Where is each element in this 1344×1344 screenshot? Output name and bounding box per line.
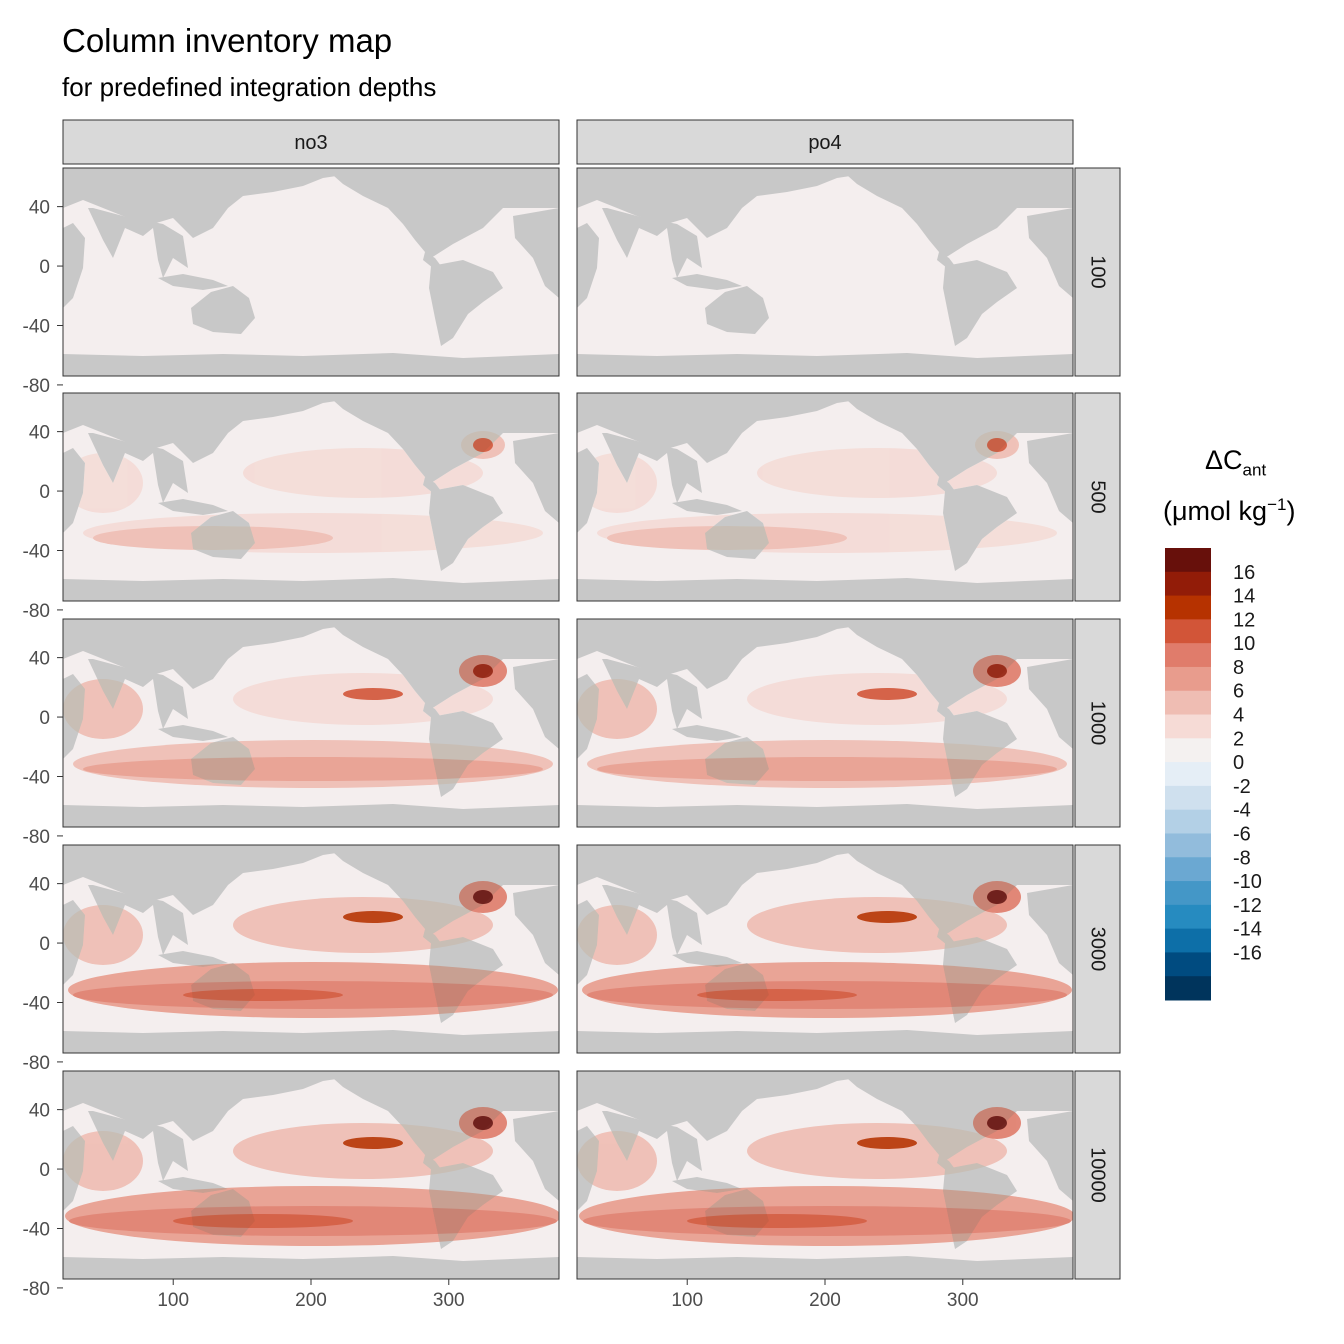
- y-tick-label: -80: [23, 1053, 50, 1074]
- y-tick-label: -80: [23, 827, 50, 848]
- y-tick-label: 0: [39, 1160, 50, 1181]
- column-strip-po4: [576, 119, 1074, 165]
- x-tick-label: 100: [157, 1290, 189, 1311]
- legend-swatch: [1165, 785, 1211, 811]
- y-tick-label: -40: [23, 1219, 50, 1240]
- legend-label: 4: [1233, 705, 1244, 727]
- y-tick-label: 40: [29, 423, 50, 444]
- y-tick-label: 40: [29, 1101, 50, 1122]
- column-label-po4: po4: [808, 132, 841, 154]
- legend-swatch: [1165, 643, 1211, 668]
- legend-label: -4: [1233, 800, 1251, 822]
- x-tick-label: 200: [295, 1290, 327, 1311]
- legend-title: ΔCant: [1205, 445, 1267, 480]
- y-tick-label: 0: [39, 257, 50, 278]
- y-tick-label: 40: [29, 649, 50, 670]
- legend-swatch: [1165, 714, 1211, 739]
- y-tick-label: -80: [23, 376, 50, 397]
- legend-label: 2: [1233, 728, 1244, 750]
- y-tick-label: 0: [39, 708, 50, 729]
- row-strip-3000: [1074, 844, 1121, 1054]
- map-panel-no3-500: [62, 392, 560, 602]
- chart-title: Column inventory map: [62, 22, 393, 59]
- map-panel-po4-3000: [576, 844, 1074, 1054]
- legend-label: -6: [1233, 823, 1251, 845]
- y-tick-label: -80: [23, 601, 50, 622]
- x-tick-label: 300: [947, 1290, 979, 1311]
- row-label-3000: 3000: [1087, 927, 1109, 972]
- legend-swatch: [1165, 857, 1211, 882]
- y-tick-label: -40: [23, 541, 50, 562]
- legend-swatch: [1165, 928, 1211, 953]
- legend-swatch: [1165, 666, 1211, 692]
- legend-label: -8: [1233, 847, 1251, 869]
- map-panel-po4-10000: [576, 1070, 1074, 1280]
- legend-label: -16: [1233, 942, 1262, 964]
- legend-label: 10: [1233, 633, 1255, 655]
- row-strip-10000: [1074, 1070, 1121, 1280]
- y-tick-label: -80: [23, 1279, 50, 1300]
- legend-label: 12: [1233, 609, 1255, 631]
- legend-label: -10: [1233, 871, 1262, 893]
- y-tick-label: -40: [23, 316, 50, 337]
- legend-label: 14: [1233, 586, 1255, 608]
- row-strip-1000: [1074, 618, 1121, 828]
- row-label-100: 100: [1087, 255, 1109, 288]
- y-tick-label: 40: [29, 198, 50, 219]
- map-panel-po4-500: [576, 392, 1074, 602]
- x-tick-label: 300: [433, 1290, 465, 1311]
- row-strip-500: [1074, 392, 1121, 602]
- map-panel-po4-100: [576, 167, 1074, 377]
- legend-swatch: [1165, 738, 1211, 763]
- legend-swatch: [1165, 690, 1211, 716]
- legend-swatch: [1165, 904, 1211, 930]
- legend-swatch: [1165, 952, 1211, 977]
- x-tick-label: 200: [809, 1290, 841, 1311]
- row-strip-100: [1074, 167, 1121, 377]
- y-tick-label: 0: [39, 482, 50, 503]
- legend-label: -2: [1233, 776, 1251, 798]
- map-panel-no3-100: [62, 167, 560, 377]
- y-tick-label: 0: [39, 934, 50, 955]
- legend-swatch: [1165, 595, 1211, 620]
- map-panel-no3-3000: [62, 844, 560, 1054]
- map-panel-no3-1000: [62, 618, 560, 828]
- legend-unit: (μmol kg−1): [1163, 495, 1296, 526]
- column-label-no3: no3: [294, 132, 327, 154]
- legend-label: -14: [1233, 919, 1262, 941]
- legend-label: -12: [1233, 895, 1262, 917]
- map-panel-po4-1000: [576, 618, 1074, 828]
- legend-swatch: [1165, 762, 1211, 787]
- y-tick-label: -40: [23, 993, 50, 1014]
- legend-swatch: [1165, 976, 1211, 1001]
- legend-swatch: [1165, 548, 1211, 573]
- legend-label: 16: [1233, 562, 1255, 584]
- column-strip-no3: [62, 119, 560, 165]
- legend-swatch: [1165, 619, 1211, 644]
- legend-swatch: [1165, 809, 1211, 834]
- row-label-500: 500: [1087, 480, 1109, 513]
- row-label-10000: 10000: [1087, 1147, 1109, 1203]
- y-tick-label: -40: [23, 767, 50, 788]
- map-panel-no3-10000: [62, 1070, 560, 1280]
- legend-swatch: [1165, 833, 1211, 858]
- x-tick-label: 100: [671, 1290, 703, 1311]
- row-label-1000: 1000: [1087, 701, 1109, 746]
- legend-label: 0: [1233, 752, 1244, 774]
- legend-swatch: [1165, 881, 1211, 906]
- legend-swatch: [1165, 571, 1211, 597]
- legend-label: 6: [1233, 681, 1244, 703]
- y-tick-label: 40: [29, 875, 50, 896]
- chart-subtitle: for predefined integration depths: [62, 72, 437, 102]
- legend-label: 8: [1233, 657, 1244, 679]
